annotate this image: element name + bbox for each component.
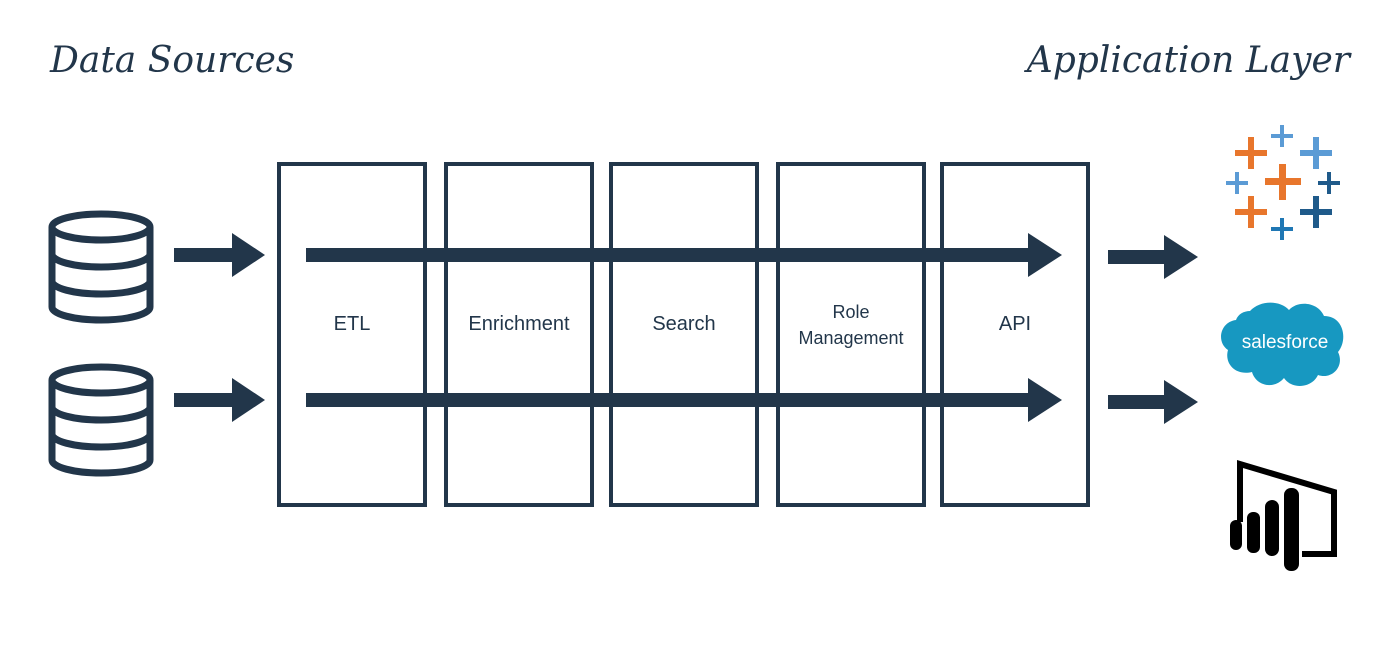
stage-label-management: Management — [798, 328, 903, 348]
stage-label-enrichment: Enrichment — [468, 313, 570, 335]
output-arrow — [1108, 235, 1198, 279]
stage-box-api — [940, 162, 1090, 507]
output-arrow — [1108, 380, 1198, 424]
stage-label-etl: ETL — [334, 313, 371, 335]
stage-label-role: Role — [832, 302, 869, 322]
database-icon — [48, 210, 154, 324]
pipeline-arrow — [306, 233, 1062, 277]
stage-box-search — [609, 162, 759, 507]
stage-label-search: Search — [652, 313, 715, 335]
stage-label-api: API — [999, 313, 1031, 335]
salesforce-logo-text: salesforce — [1242, 332, 1329, 353]
pipeline-arrow — [306, 378, 1062, 422]
stage-box-role-management — [776, 162, 926, 507]
powerbi-logo-icon — [1230, 459, 1337, 571]
input-arrow — [174, 378, 265, 422]
input-arrow — [174, 233, 265, 277]
tableau-logo-icon — [1226, 125, 1340, 240]
stage-box-enrichment — [444, 162, 594, 507]
salesforce-logo-icon: salesforce — [1221, 302, 1344, 386]
database-icon — [48, 363, 154, 477]
data-sources-heading: Data Sources — [50, 40, 295, 81]
stage-box-etl — [277, 162, 427, 507]
application-layer-heading: Application Layer — [1026, 40, 1350, 81]
